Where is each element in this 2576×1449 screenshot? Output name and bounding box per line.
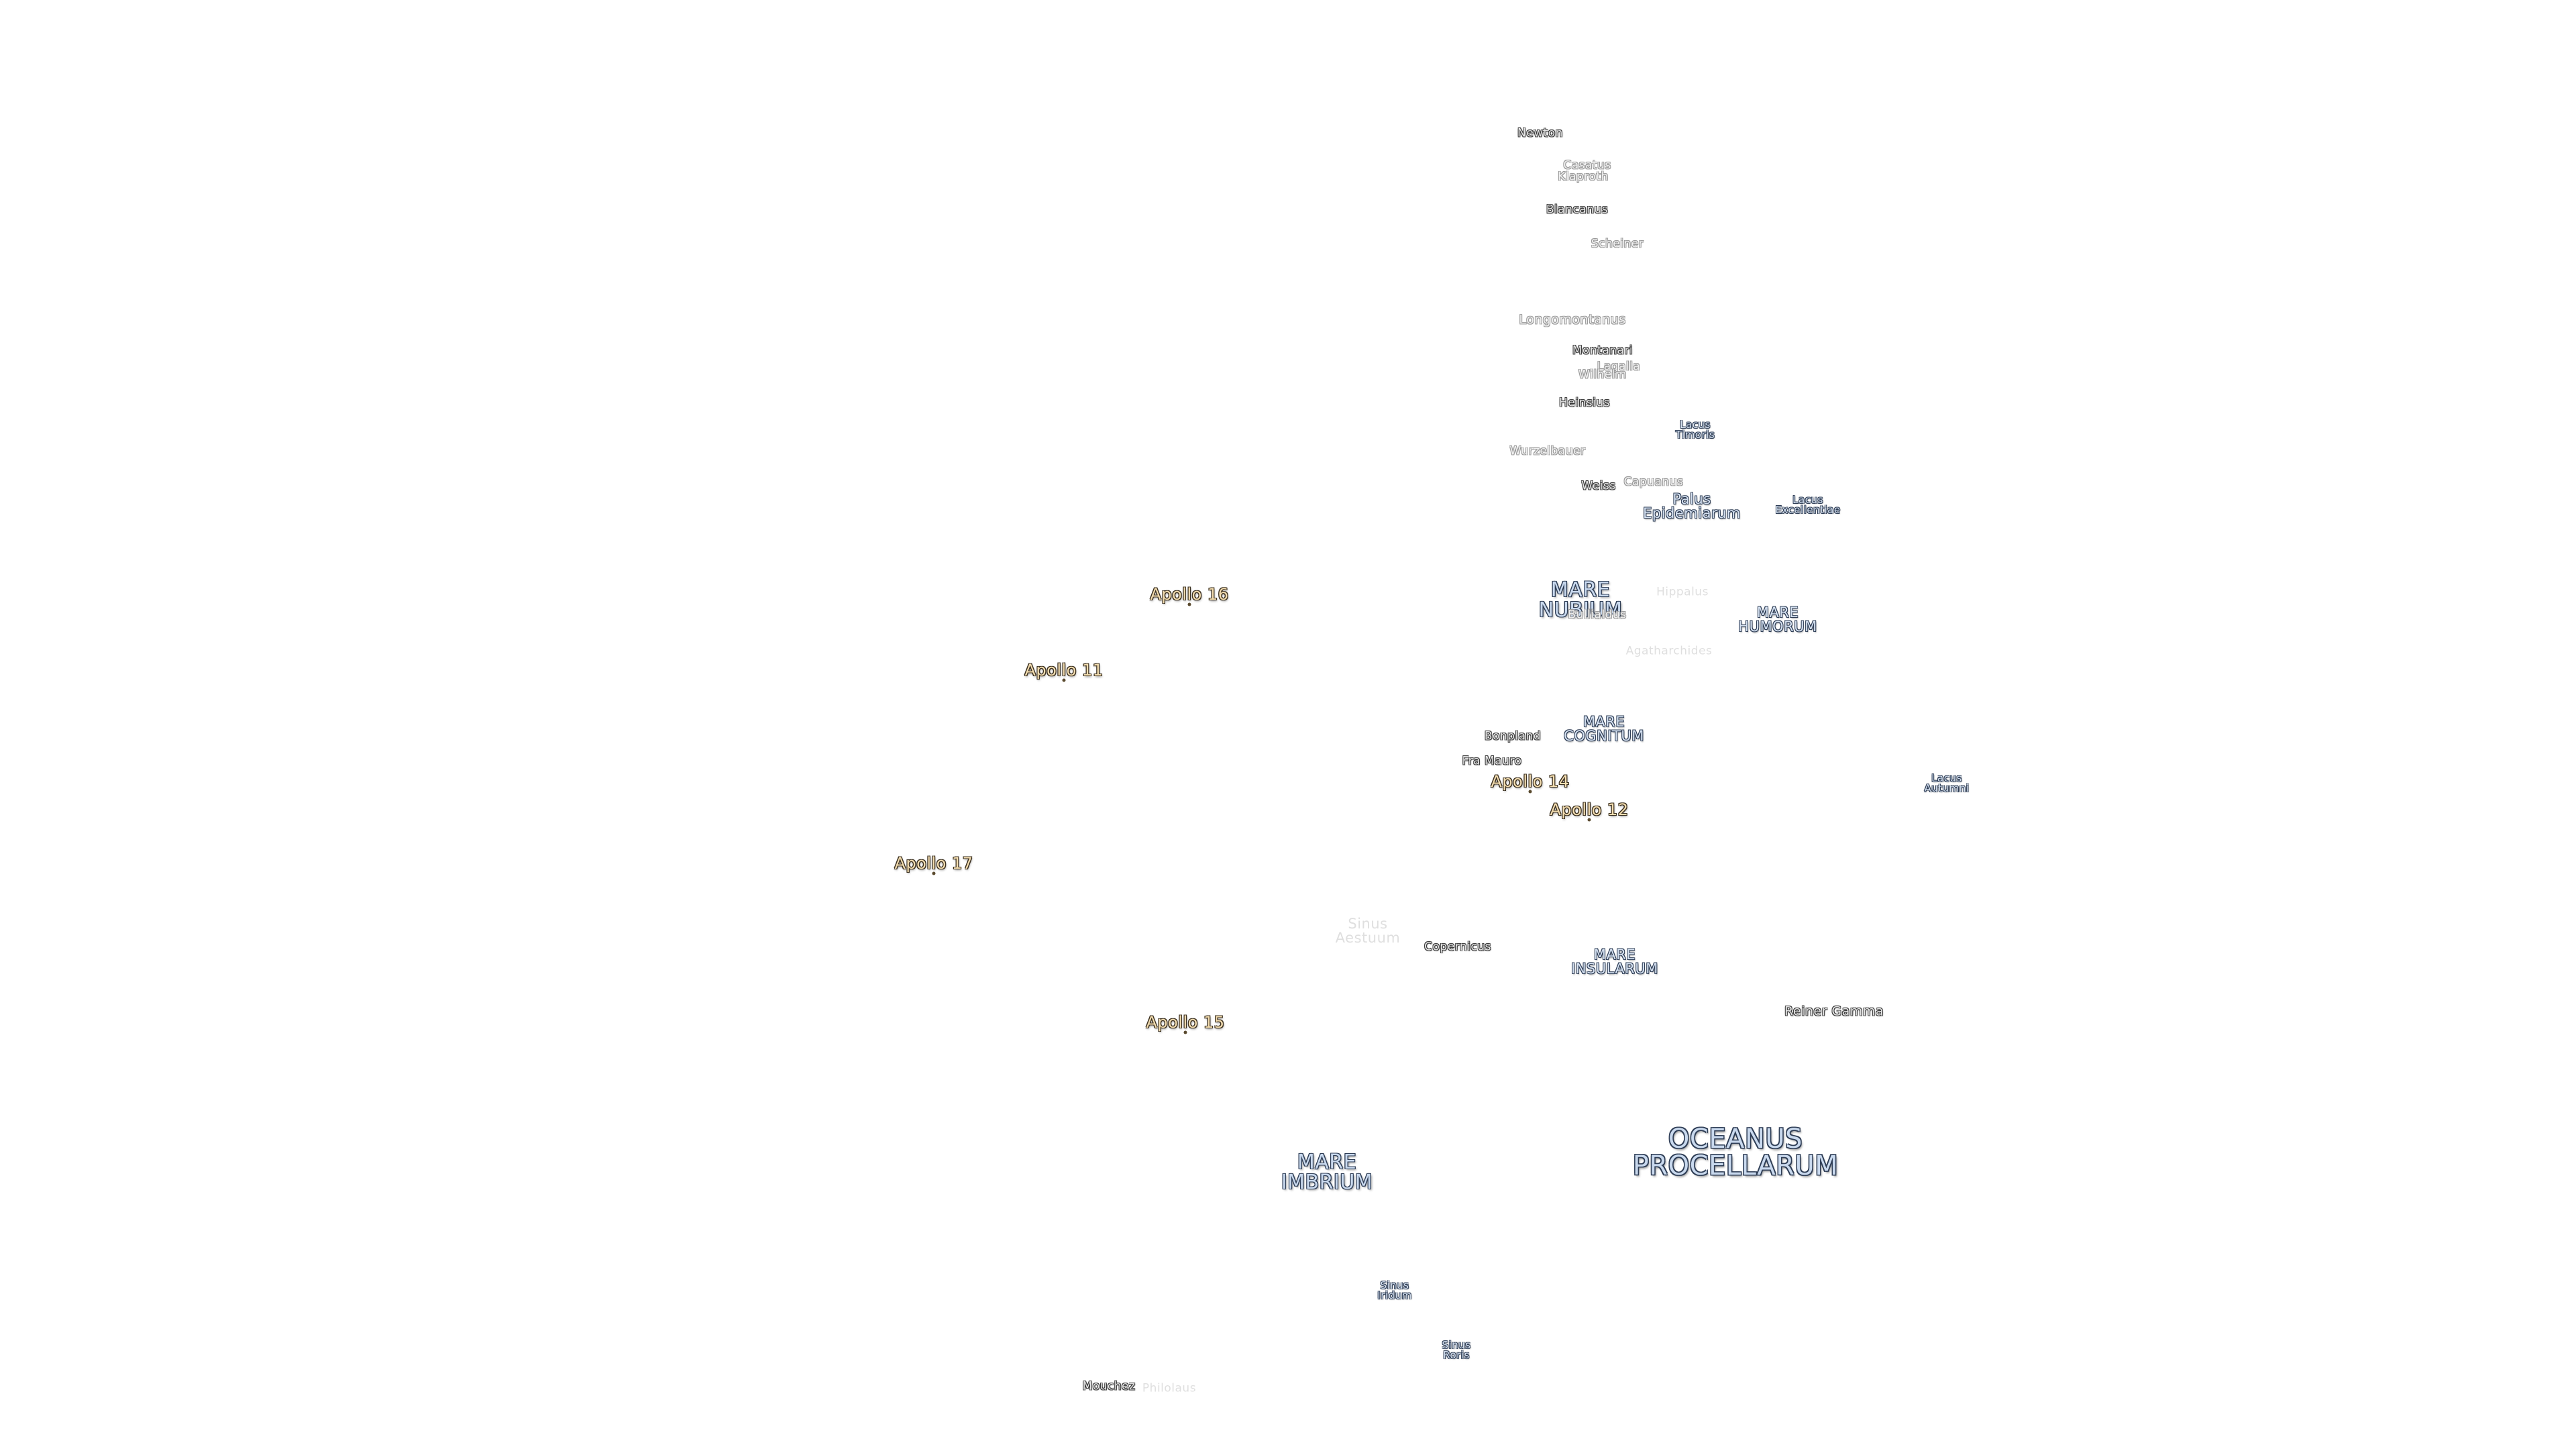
label-mare-insularum: MARE INSULARUM — [1571, 947, 1658, 977]
label-sinus-aestuum: Sinus Aestuum — [1335, 916, 1401, 946]
label-crater-newton: Newton — [1517, 126, 1563, 140]
label-crater-weiss: Weiss — [1581, 479, 1616, 493]
label-crater-longomontanus: Longomontanus — [1519, 312, 1626, 327]
label-crater-reiner-gamma: Reiner Gamma — [1784, 1004, 1884, 1019]
label-crater-lagalla: Lagalla — [1597, 360, 1641, 374]
site-marker-apollo-17[interactable] — [932, 871, 936, 875]
label-crater-philolaus: Philolaus — [1142, 1381, 1197, 1395]
label-crater-klaproth: Klaproth — [1558, 170, 1609, 184]
site-marker-apollo-12[interactable] — [1587, 818, 1591, 822]
label-lacus-excellentiae: Lacus Excellentiae — [1775, 494, 1841, 516]
label-palus-epidemiarum: Palus Epidemiarum — [1643, 491, 1741, 521]
label-crater-capuanus: Capuanus — [1623, 475, 1684, 489]
site-marker-apollo-16[interactable] — [1187, 602, 1191, 606]
label-crater-casatus: Casatus — [1563, 158, 1611, 172]
label-crater-hippalus: Hippalus — [1656, 585, 1709, 599]
label-crater-heinsius: Heinsius — [1559, 396, 1610, 410]
label-crater-scheiner: Scheiner — [1591, 237, 1644, 251]
label-lacus-timoris: Lacus Timoris — [1675, 419, 1715, 441]
label-crater-wilhelm: Wilhelm — [1578, 368, 1627, 382]
label-crater-agatharchides: Agatharchides — [1625, 644, 1713, 658]
label-mare-humorum: MARE HUMORUM — [1738, 604, 1817, 635]
label-apollo-16[interactable]: Apollo 16 — [1150, 585, 1229, 604]
label-crater-fra-mauro: Fra Mauro — [1462, 754, 1522, 768]
label-crater-blancanus: Blancanus — [1546, 203, 1609, 217]
label-crater-wurzelbauer: Wurzelbauer — [1509, 444, 1586, 458]
label-crater-mouchez: Mouchez — [1082, 1379, 1136, 1393]
site-marker-apollo-11[interactable] — [1062, 678, 1066, 682]
label-apollo-15[interactable]: Apollo 15 — [1146, 1013, 1225, 1032]
label-sinus-iridum: Sinus Iridum — [1377, 1279, 1412, 1301]
label-apollo-14[interactable]: Apollo 14 — [1491, 772, 1570, 791]
label-lacus-autumni: Lacus Autumni — [1924, 772, 1970, 794]
label-mare-cognitum: MARE COGNITUM — [1564, 714, 1644, 744]
label-mare-nubium: MARE NUBIUM — [1538, 578, 1623, 622]
label-mare-imbrium: MARE IMBRIUM — [1281, 1150, 1373, 1194]
site-marker-apollo-14[interactable] — [1528, 790, 1532, 794]
label-crater-montanari: Montanari — [1572, 343, 1633, 358]
label-crater-copernicus: Copernicus — [1424, 940, 1491, 954]
site-marker-apollo-15[interactable] — [1183, 1030, 1187, 1034]
label-crater-bonpland: Bonpland — [1484, 729, 1542, 743]
label-sinus-roris: Sinus Roris — [1442, 1339, 1471, 1361]
label-apollo-12[interactable]: Apollo 12 — [1550, 800, 1629, 819]
label-apollo-11[interactable]: Apollo 11 — [1024, 661, 1104, 680]
label-oceanus-procellarum: OCEANUS PROCELLARUM — [1632, 1124, 1839, 1181]
label-crater-bullialdus: Bullialdus — [1568, 608, 1627, 622]
label-apollo-17[interactable]: Apollo 17 — [894, 854, 973, 873]
